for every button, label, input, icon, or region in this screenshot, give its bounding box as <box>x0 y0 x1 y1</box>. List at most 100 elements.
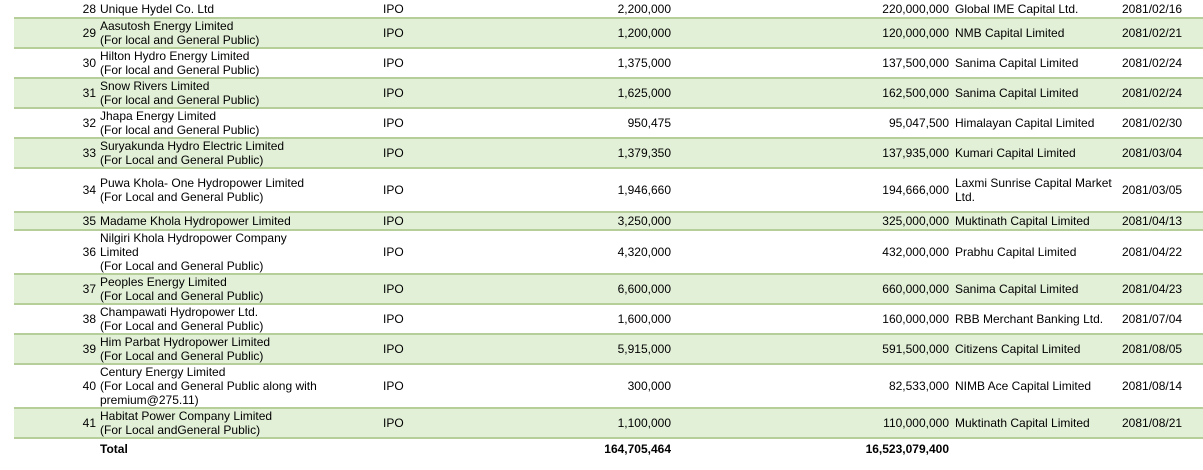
serial-number: 34 <box>14 168 98 213</box>
company-name-line-2: (For Local and General Public) <box>100 349 264 363</box>
serial-number: 32 <box>14 108 98 139</box>
table-row: 38 Champawati Hydropower Ltd. (For Local a… <box>14 304 1203 335</box>
company-name-cell: Suryakunda Hydro Electric Limited (For Lo… <box>98 138 380 169</box>
approval-date: 2081/02/21 <box>1119 18 1203 49</box>
approval-date-text: 2081/08/14 <box>1122 379 1183 393</box>
company-name: Century Energy Limited <box>100 365 226 379</box>
issue-amount: 220,000,000 <box>674 0 952 19</box>
issue-type-text: IPO <box>383 146 404 160</box>
approval-date: 2081/07/04 <box>1119 304 1203 335</box>
issue-units-text: 1,200,000 <box>617 26 671 40</box>
table-row: 31 Snow Rivers Limited (For local and Gene… <box>14 78 1203 109</box>
company-name-cell: Century Energy Limited (For Local and Gen… <box>98 364 380 409</box>
issue-amount: 82,533,000 <box>674 364 952 409</box>
approval-date-text: 2081/03/04 <box>1122 146 1183 160</box>
issue-units: 1,600,000 <box>542 304 674 335</box>
approval-date-text: 2081/08/05 <box>1122 342 1183 356</box>
issue-amount: 194,666,000 <box>674 168 952 213</box>
total-date-cell <box>1119 438 1203 458</box>
issue-manager-text: NIMB Ace Capital Limited <box>955 379 1092 393</box>
issue-amount-text: 162,500,000 <box>882 86 949 100</box>
issue-manager: Muktinath Capital Limited <box>952 408 1119 439</box>
issue-manager-text: Sanima Capital Limited <box>955 86 1079 100</box>
issue-type-text: IPO <box>383 26 404 40</box>
company-name: Champawati Hydropower Ltd. <box>100 305 259 319</box>
issue-type: IPO <box>380 364 542 409</box>
approval-date: 2081/08/21 <box>1119 408 1203 439</box>
company-name: Him Parbat Hydropower Limited <box>100 335 271 349</box>
serial-number: 37 <box>14 274 98 305</box>
approval-date-text: 2081/07/04 <box>1122 312 1183 326</box>
approval-date-text: 2081/04/13 <box>1122 214 1183 228</box>
issue-type-text: IPO <box>383 86 404 100</box>
company-name-cell: Aasutosh Energy Limited (For local and Ge… <box>98 18 380 49</box>
issue-manager: Sanima Capital Limited <box>952 78 1119 109</box>
approval-date: 2081/02/24 <box>1119 78 1203 109</box>
issue-amount: 591,500,000 <box>674 334 952 365</box>
issue-units: 300,000 <box>542 364 674 409</box>
issue-manager-text: Himalayan Capital Limited <box>955 116 1095 130</box>
approval-date-text: 2081/02/24 <box>1122 56 1183 70</box>
issue-units: 950,475 <box>542 108 674 139</box>
issue-amount: 137,500,000 <box>674 48 952 79</box>
company-name-cell: Peoples Energy Limited (For Local and Gen… <box>98 274 380 305</box>
issue-type-text: IPO <box>383 245 404 259</box>
company-name: Suryakunda Hydro Electric Limited <box>100 139 285 153</box>
company-name-cell: Jhapa Energy Limited (For local and Gener… <box>98 108 380 139</box>
issue-type-text: IPO <box>383 56 404 70</box>
approval-date-text: 2081/02/24 <box>1122 86 1183 100</box>
company-name: Habitat Power Company Limited <box>100 409 273 423</box>
issue-manager: Laxmi Sunrise Capital Market Ltd. <box>952 168 1119 213</box>
issue-manager-text: Global IME Capital Ltd. <box>955 1 1079 16</box>
total-units: 164,705,464 <box>542 438 674 458</box>
issue-type: IPO <box>380 168 542 213</box>
issue-amount-text: 432,000,000 <box>882 245 949 259</box>
issue-manager: Himalayan Capital Limited <box>952 108 1119 139</box>
issue-manager-text: RBB Merchant Banking Ltd. <box>955 312 1104 326</box>
issue-amount-text: 120,000,000 <box>882 26 949 40</box>
serial-number-text: 38 <box>82 312 96 326</box>
issue-units: 2,200,000 <box>542 0 674 19</box>
approval-date-text: 2081/02/21 <box>1122 26 1183 40</box>
issue-type-text: IPO <box>383 416 404 430</box>
issue-type-text: IPO <box>383 1 404 16</box>
issue-amount-text: 325,000,000 <box>882 214 949 228</box>
issue-amount-text: 95,047,500 <box>888 116 949 130</box>
table-row: 28 Unique Hydel Co. Ltd IPO 2,200,000 220,00… <box>14 0 1203 19</box>
issue-type: IPO <box>380 138 542 169</box>
issue-type-text: IPO <box>383 379 404 393</box>
issue-manager: RBB Merchant Banking Ltd. <box>952 304 1119 335</box>
issue-amount: 120,000,000 <box>674 18 952 49</box>
issue-manager-text: Prabhu Capital Limited <box>955 245 1077 259</box>
issue-manager: Global IME Capital Ltd. <box>952 0 1119 19</box>
company-name-line-2: (For Local andGeneral Public) <box>100 423 261 437</box>
issue-type: IPO <box>380 212 542 231</box>
company-name-line-2: (For Local and General Public) <box>100 190 264 204</box>
company-name-line-3: premium@275.11) <box>100 393 199 407</box>
issue-units: 1,200,000 <box>542 18 674 49</box>
issue-type: IPO <box>380 408 542 439</box>
issue-units: 5,915,000 <box>542 334 674 365</box>
table-row: 34 Puwa Khola- One Hydropower Limited (For… <box>14 168 1203 213</box>
issue-manager-text: Muktinath Capital Limited <box>955 214 1090 228</box>
issue-manager-text: Citizens Capital Limited <box>955 342 1081 356</box>
company-name: Unique Hydel Co. Ltd <box>100 1 215 16</box>
issue-type: IPO <box>380 48 542 79</box>
issue-amount-text: 220,000,000 <box>882 1 949 16</box>
issue-manager-text: Muktinath Capital Limited <box>955 416 1090 430</box>
table-row: 32 Jhapa Energy Limited (For local and Gen… <box>14 108 1203 139</box>
issue-amount: 160,000,000 <box>674 304 952 335</box>
issue-units-text: 3,250,000 <box>617 214 671 228</box>
issue-amount: 137,935,000 <box>674 138 952 169</box>
serial-number: 31 <box>14 78 98 109</box>
company-name-cell: Puwa Khola- One Hydropower Limited (For L… <box>98 168 380 213</box>
serial-number: 35 <box>14 212 98 231</box>
total-type-cell <box>380 438 542 458</box>
table-row: 40 Century Energy Limited (For Local and G… <box>14 364 1203 409</box>
issue-type-text: IPO <box>383 312 404 326</box>
issue-units-text: 1,625,000 <box>617 86 671 100</box>
table-row: 37 Peoples Energy Limited (For Local and G… <box>14 274 1203 305</box>
issue-amount-text: 110,000,000 <box>883 416 949 430</box>
ipo-issues-table: 28 Unique Hydel Co. Ltd IPO 2,200,000 220,00… <box>14 0 1203 458</box>
issue-manager: Kumari Capital Limited <box>952 138 1119 169</box>
